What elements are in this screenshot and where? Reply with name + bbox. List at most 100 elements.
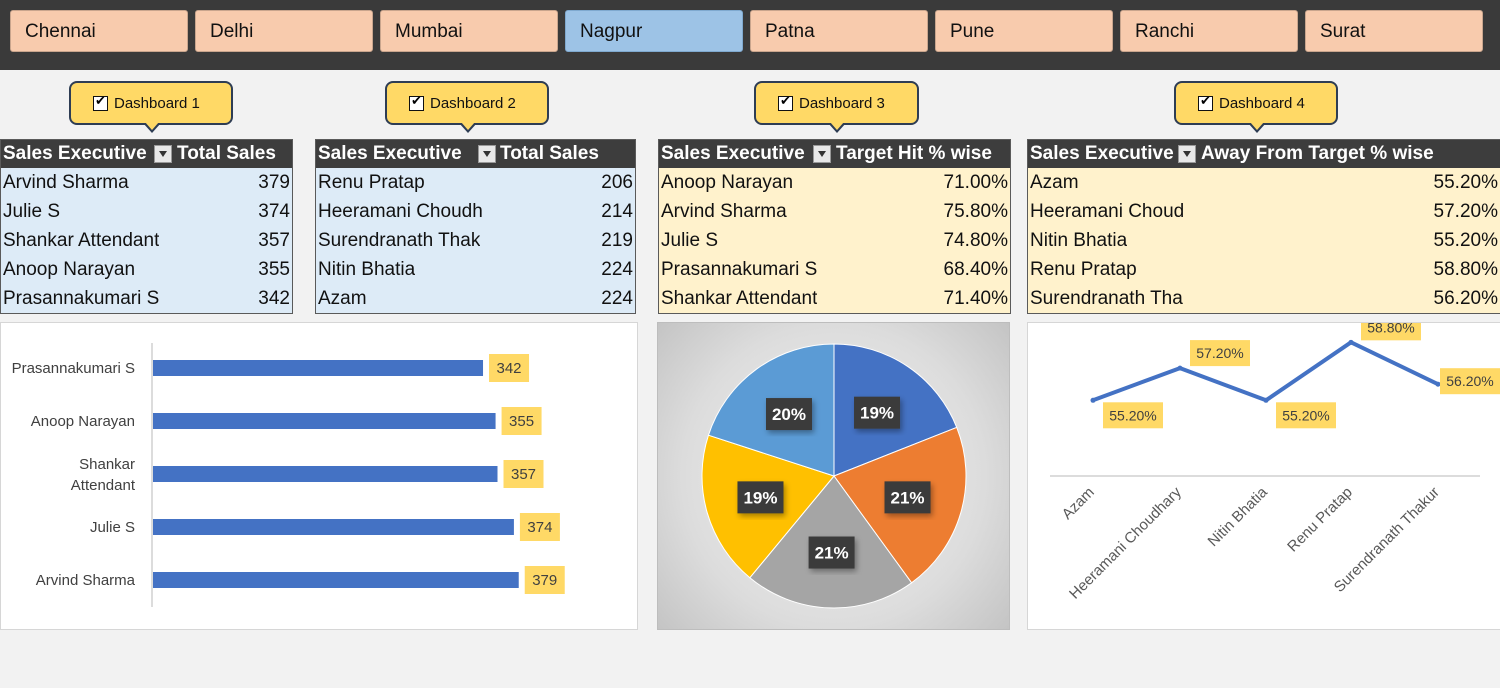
slice-label-bg <box>808 536 855 569</box>
row-executive-name: Julie S <box>661 230 719 251</box>
table-body: Arvind Sharma 379 Julie S 374 Shankar Attend… <box>1 168 292 313</box>
slicer-button-chennai[interactable]: Chennai <box>10 10 188 52</box>
data-point[interactable] <box>1348 339 1354 345</box>
slicer-button-nagpur[interactable]: Nagpur <box>565 10 743 52</box>
slice-label-bg <box>854 396 901 429</box>
table-row[interactable]: Shankar Attendant 71.40% <box>659 284 1010 313</box>
filter-dropdown-icon[interactable] <box>813 145 831 163</box>
row-executive-name: Prasannakumari S <box>661 259 818 280</box>
table-row[interactable]: Renu Pratap 206 <box>316 168 635 197</box>
data-label-bg <box>524 566 565 594</box>
row-executive-name: Shankar Attendant <box>3 230 160 251</box>
data-label: 55.20% <box>1109 407 1156 423</box>
row-executive-name: Julie S <box>3 201 61 222</box>
row-executive-name: Heeramani Choud <box>1030 201 1185 222</box>
slice-label-bg <box>884 481 931 514</box>
table-row[interactable]: Arvind Sharma 75.80% <box>659 197 1010 226</box>
category-label: Renu Pratap <box>1284 484 1356 556</box>
data-label: 355 <box>509 413 534 430</box>
table-row[interactable]: Nitin Bhatia 224 <box>316 255 635 284</box>
table-row[interactable]: Azam 224 <box>316 284 635 313</box>
table-row[interactable]: Anoop Narayan 355 <box>1 255 292 284</box>
dashboard-callout-3[interactable]: Dashboard 3 <box>754 81 919 133</box>
dashboard-callout-1[interactable]: Dashboard 1 <box>69 81 233 133</box>
table-row[interactable]: Prasannakumari S 68.40% <box>659 255 1010 284</box>
category-label: Prasannakumari S <box>12 360 135 377</box>
table-row[interactable]: Surendranath Thak 219 <box>316 226 635 255</box>
table-row[interactable]: Renu Pratap 58.80% <box>1028 255 1500 284</box>
category-label: Anoop Narayan <box>31 413 135 430</box>
category-label: Arvind Sharma <box>36 572 136 589</box>
row-value: 224 <box>601 259 633 280</box>
table-header: Sales Executive Total Sales <box>316 140 635 168</box>
series-line[interactable] <box>1092 340 1439 403</box>
data-label: 56.20% <box>1446 373 1493 389</box>
bar[interactable] <box>153 413 496 429</box>
filter-dropdown-icon[interactable] <box>1178 145 1196 163</box>
table-row[interactable]: Shankar Attendant 357 <box>1 226 292 255</box>
slice-label-bg <box>737 481 784 514</box>
table-row[interactable]: Surendranath Tha 56.20% <box>1028 284 1500 313</box>
slicer-button-pune[interactable]: Pune <box>935 10 1113 52</box>
row-value: 206 <box>601 172 633 193</box>
data-point[interactable] <box>1263 397 1269 403</box>
data-point[interactable] <box>1177 365 1183 371</box>
column-header-executive: Sales Executive <box>661 143 805 164</box>
column-header-executive: Sales Executive <box>3 143 147 164</box>
row-executive-name: Azam <box>318 288 367 309</box>
table-header: Sales Executive Away From Target % wise <box>1028 140 1500 168</box>
row-executive-name: Prasannakumari S <box>3 288 160 309</box>
checkbox-icon[interactable] <box>1198 94 1213 111</box>
table-row[interactable]: Julie S 374 <box>1 197 292 226</box>
dashboard-callout-4[interactable]: Dashboard 4 <box>1174 81 1338 133</box>
table-row[interactable]: Nitin Bhatia 55.20% <box>1028 226 1500 255</box>
slicer-button-delhi[interactable]: Delhi <box>195 10 373 52</box>
bar[interactable] <box>153 519 514 535</box>
table-row[interactable]: Anoop Narayan 71.00% <box>659 168 1010 197</box>
table-row[interactable]: Prasannakumari S 342 <box>1 284 292 313</box>
data-label: 379 <box>532 572 557 589</box>
filter-dropdown-icon[interactable] <box>478 145 496 163</box>
pivot-table-1: Sales Executive Total Sales Arvind Sharma 3… <box>0 139 293 314</box>
pivot-table-2: Sales Executive Total Sales Renu Pratap 206… <box>315 139 636 314</box>
line-chart-panel: 55.20% 57.20% 55.20% 58.80% 56.20% Azam Heeram… <box>1027 314 1500 630</box>
dashboard-label: Dashboard 4 <box>1219 94 1305 112</box>
table-row[interactable]: Julie S 74.80% <box>659 226 1010 255</box>
slicer-button-patna[interactable]: Patna <box>750 10 928 52</box>
pivot-table-4: Sales Executive Away From Target % wise Az… <box>1027 139 1500 314</box>
slice-label: 21% <box>815 544 849 563</box>
row-value: 71.40% <box>943 288 1008 309</box>
category-label: Julie S <box>90 519 135 536</box>
row-executive-name: Surendranath Tha <box>1030 288 1183 309</box>
checkbox-icon[interactable] <box>93 94 108 111</box>
slicer-button-surat[interactable]: Surat <box>1305 10 1483 52</box>
table-header: Sales Executive Total Sales <box>1 140 292 168</box>
bar-chart: Prasannakumari S 342 Anoop Narayan 355 Shank… <box>12 343 565 607</box>
dashboard-callout-2[interactable]: Dashboard 2 <box>385 81 549 133</box>
checkbox-icon[interactable] <box>409 94 424 111</box>
table-row[interactable]: Azam 55.20% <box>1028 168 1500 197</box>
column-header-metric: Total Sales <box>500 143 599 164</box>
table-row[interactable]: Arvind Sharma 379 <box>1 168 292 197</box>
category-label: Nitin Bhatia <box>1205 483 1272 550</box>
data-label-bg <box>1190 340 1250 367</box>
data-label-bg <box>503 460 544 488</box>
bar[interactable] <box>153 572 519 588</box>
row-value: 357 <box>258 230 290 251</box>
category-label: Shankar Attendant <box>71 456 136 494</box>
data-point[interactable] <box>1435 381 1441 387</box>
row-value: 224 <box>601 288 633 309</box>
row-value: 55.20% <box>1433 230 1498 251</box>
data-point[interactable] <box>1090 397 1096 403</box>
slicer-button-ranchi[interactable]: Ranchi <box>1120 10 1298 52</box>
table-row[interactable]: Heeramani Choud 57.20% <box>1028 197 1500 226</box>
row-value: 219 <box>601 230 633 251</box>
slicer-button-mumbai[interactable]: Mumbai <box>380 10 558 52</box>
bar[interactable] <box>153 466 498 482</box>
checkbox-icon[interactable] <box>778 94 793 111</box>
row-value: 68.40% <box>943 259 1008 280</box>
filter-dropdown-icon[interactable] <box>154 145 172 163</box>
row-executive-name: Shankar Attendant <box>661 288 818 309</box>
table-row[interactable]: Heeramani Choudh 214 <box>316 197 635 226</box>
bar[interactable] <box>153 360 484 376</box>
